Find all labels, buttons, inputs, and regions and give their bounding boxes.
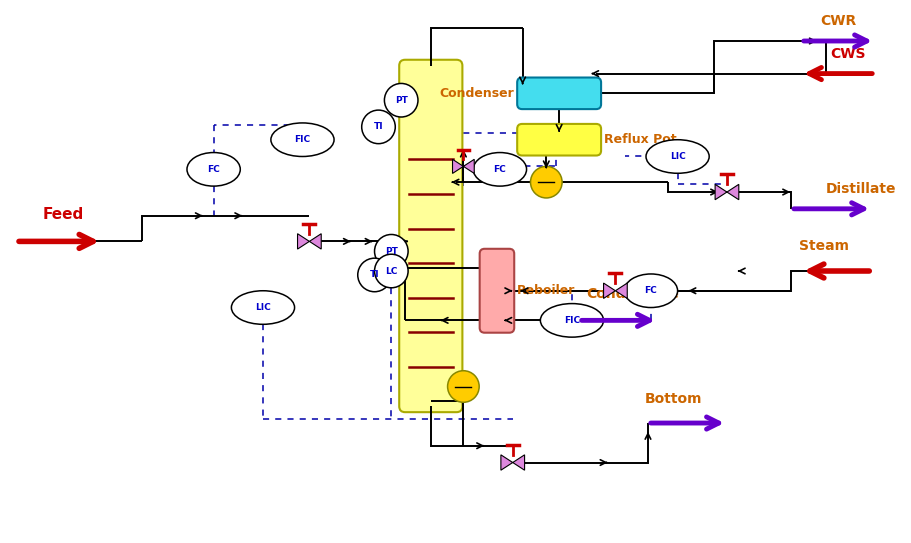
Ellipse shape bbox=[231, 291, 294, 324]
Circle shape bbox=[384, 84, 417, 117]
Text: PT: PT bbox=[384, 247, 397, 256]
Circle shape bbox=[374, 254, 407, 288]
FancyBboxPatch shape bbox=[399, 60, 462, 412]
Text: CWS: CWS bbox=[830, 47, 865, 61]
Ellipse shape bbox=[624, 274, 677, 307]
Text: Feed: Feed bbox=[43, 207, 84, 222]
Circle shape bbox=[530, 166, 561, 198]
Polygon shape bbox=[603, 283, 615, 299]
Ellipse shape bbox=[271, 123, 333, 156]
Text: FIC: FIC bbox=[563, 316, 579, 325]
Text: Steam: Steam bbox=[798, 239, 848, 253]
Text: FC: FC bbox=[493, 165, 506, 174]
FancyBboxPatch shape bbox=[517, 78, 600, 109]
Polygon shape bbox=[726, 184, 738, 200]
Text: FC: FC bbox=[644, 286, 657, 295]
Ellipse shape bbox=[645, 140, 709, 173]
Text: CWR: CWR bbox=[820, 14, 855, 28]
Text: Condenser: Condenser bbox=[439, 87, 514, 100]
Circle shape bbox=[357, 258, 391, 292]
Circle shape bbox=[374, 235, 407, 268]
Text: Bottom: Bottom bbox=[644, 392, 701, 406]
Polygon shape bbox=[297, 233, 309, 249]
FancyBboxPatch shape bbox=[479, 249, 514, 333]
Polygon shape bbox=[500, 455, 512, 470]
Ellipse shape bbox=[187, 153, 240, 186]
Polygon shape bbox=[714, 184, 726, 200]
Text: LIC: LIC bbox=[669, 152, 685, 161]
Text: Reboiler: Reboiler bbox=[517, 284, 575, 297]
Text: TI: TI bbox=[374, 122, 383, 131]
Polygon shape bbox=[452, 159, 463, 173]
Text: LC: LC bbox=[384, 267, 397, 275]
Polygon shape bbox=[463, 159, 474, 173]
Text: TI: TI bbox=[369, 270, 379, 280]
Circle shape bbox=[362, 110, 394, 144]
Text: FC: FC bbox=[207, 165, 220, 174]
FancyBboxPatch shape bbox=[517, 124, 600, 155]
Polygon shape bbox=[512, 455, 524, 470]
Text: LIC: LIC bbox=[255, 303, 271, 312]
Polygon shape bbox=[309, 233, 321, 249]
Ellipse shape bbox=[540, 304, 603, 337]
Text: FIC: FIC bbox=[294, 135, 310, 144]
Ellipse shape bbox=[473, 153, 526, 186]
Text: Distillate: Distillate bbox=[824, 182, 896, 196]
Text: PT: PT bbox=[394, 96, 407, 105]
Text: Reflux Pot: Reflux Pot bbox=[603, 133, 676, 146]
Text: Condensate: Condensate bbox=[585, 287, 678, 301]
Circle shape bbox=[447, 371, 478, 402]
Polygon shape bbox=[615, 283, 627, 299]
